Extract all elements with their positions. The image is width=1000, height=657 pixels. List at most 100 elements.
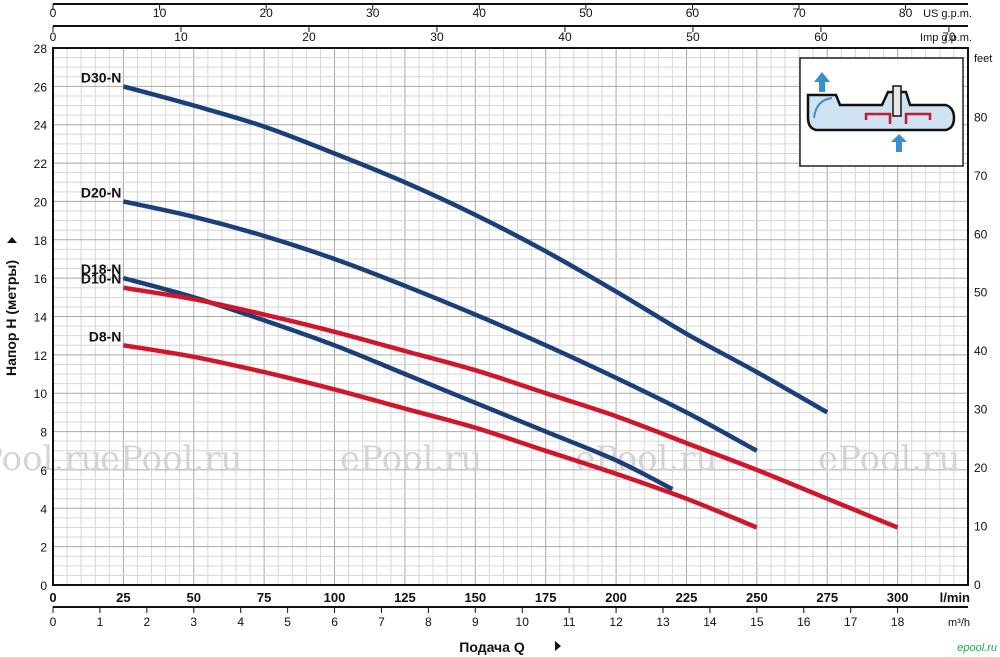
x-tick-label: 100: [324, 590, 346, 605]
y-tick-label: 8: [40, 426, 47, 440]
m3h-tick-label: 8: [425, 615, 432, 629]
us-gpm-tick-label: 40: [473, 6, 487, 20]
m3h-tick-label: 14: [703, 615, 717, 629]
watermark-text: ePool.ru: [340, 439, 482, 479]
m3h-tick-label: 3: [190, 615, 197, 629]
feet-tick-label: 80: [974, 110, 988, 124]
feet-tick-label: 0: [974, 578, 981, 592]
x-tick-label: 250: [746, 590, 768, 605]
y-tick-label: 12: [34, 349, 48, 363]
x-tick-label: 25: [116, 590, 130, 605]
series-lines: [122, 84, 899, 530]
x-tick-label: 125: [394, 590, 416, 605]
m3h-tick-label: 17: [844, 615, 858, 629]
x-tick-label: 300: [887, 590, 909, 605]
imp-gpm-tick-label: 10: [174, 30, 188, 44]
x-axis-arrow-icon: [555, 641, 561, 651]
plot-frame: [52, 47, 969, 586]
imp-gpm-tick-label: 20: [302, 30, 316, 44]
x-tick-label: 75: [257, 590, 271, 605]
brand-mark: epool.ru: [957, 642, 997, 654]
feet-tick-label: 10: [974, 520, 988, 534]
m3h-tick-label: 9: [472, 615, 479, 629]
us-gpm-unit-label: US g.p.m.: [923, 8, 972, 20]
m3h-tick-label: 7: [378, 615, 385, 629]
us-gpm-tick-label: 10: [153, 6, 167, 20]
m3h-tick-label: 2: [144, 615, 151, 629]
axes: [52, 3, 969, 613]
imp-gpm-tick-label: 0: [50, 30, 57, 44]
y-tick-label: 26: [34, 80, 48, 94]
y-tick-label: 10: [34, 387, 48, 401]
y-tick-label: 18: [34, 234, 48, 248]
x-tick-label: 175: [535, 590, 557, 605]
m3h-tick-label: 1: [97, 615, 104, 629]
series-line-d20-n: [122, 199, 758, 453]
feet-tick-label: 20: [974, 461, 988, 475]
x-unit-label: l/min: [940, 590, 970, 605]
imp-gpm-tick-label: 30: [430, 30, 444, 44]
us-gpm-tick-label: 0: [50, 6, 57, 20]
m3h-tick-label: 11: [563, 615, 576, 629]
m3h-unit-label: m³/h: [948, 617, 970, 629]
y-tick-label: 28: [34, 42, 48, 56]
x-tick-label: 275: [816, 590, 838, 605]
us-gpm-tick-label: 50: [579, 6, 593, 20]
series-label-d10-n: D10-N: [81, 271, 121, 287]
feet-tick-label: 50: [974, 286, 988, 300]
us-gpm-tick-label: 60: [686, 6, 700, 20]
x-axis-title: Подача Q: [459, 639, 525, 655]
x-tick-label: 0: [49, 590, 56, 605]
imp-gpm-unit-label: Imp g.p.m.: [920, 32, 972, 44]
grid: [52, 47, 969, 586]
series-line-d30-n: [122, 84, 829, 415]
y-tick-label: 2: [40, 541, 47, 555]
y-tick-label: 0: [40, 579, 47, 593]
m3h-tick-label: 4: [237, 615, 244, 629]
us-gpm-tick-label: 70: [792, 6, 806, 20]
m3h-tick-label: 16: [797, 615, 811, 629]
x-tick-label: 200: [605, 590, 627, 605]
imp-gpm-tick-label: 60: [814, 30, 828, 44]
m3h-tick-label: 5: [284, 615, 291, 629]
m3h-tick-label: 0: [50, 615, 57, 629]
series-label-d18-n: D18-N: [81, 261, 121, 277]
series-line-d8-n: [123, 343, 758, 530]
y-tick-label: 20: [34, 195, 48, 209]
m3h-tick-label: 18: [891, 615, 905, 629]
feet-tick-label: 30: [974, 403, 988, 417]
y-tick-label: 14: [34, 311, 48, 325]
watermark-text: ePool.ru: [0, 439, 102, 479]
series-label-d30-n: D30-N: [81, 69, 121, 85]
watermark-text: ePool.ru: [100, 439, 242, 479]
y-tick-label: 16: [34, 272, 48, 286]
m3h-tick-label: 6: [331, 615, 338, 629]
imp-gpm-tick-label: 40: [558, 30, 572, 44]
feet-unit-label: feet: [974, 53, 992, 65]
x-tick-label: 150: [464, 590, 486, 605]
x-tick-label: 225: [676, 590, 698, 605]
x-tick-label: 50: [187, 590, 201, 605]
m3h-tick-label: 10: [516, 615, 530, 629]
imp-gpm-tick-label: 70: [942, 30, 956, 44]
m3h-tick-label: 12: [609, 615, 623, 629]
m3h-tick-label: 15: [750, 615, 764, 629]
series-label-d20-n: D20-N: [81, 184, 121, 200]
feet-tick-label: 60: [974, 227, 988, 241]
y-axis-arrow-icon: [7, 237, 17, 243]
imp-gpm-tick-label: 50: [686, 30, 700, 44]
us-gpm-tick-label: 80: [899, 6, 913, 20]
y-tick-label: 6: [40, 464, 47, 478]
pump-diagram-icon: [799, 57, 964, 167]
watermark-text: ePool.ru: [818, 439, 960, 479]
feet-tick-label: 70: [974, 169, 988, 183]
us-gpm-tick-label: 20: [259, 6, 273, 20]
y-tick-label: 4: [40, 502, 47, 516]
m3h-tick-label: 13: [656, 615, 670, 629]
series-label-d8-n: D8-N: [89, 328, 122, 344]
y-tick-label: 22: [34, 157, 48, 171]
